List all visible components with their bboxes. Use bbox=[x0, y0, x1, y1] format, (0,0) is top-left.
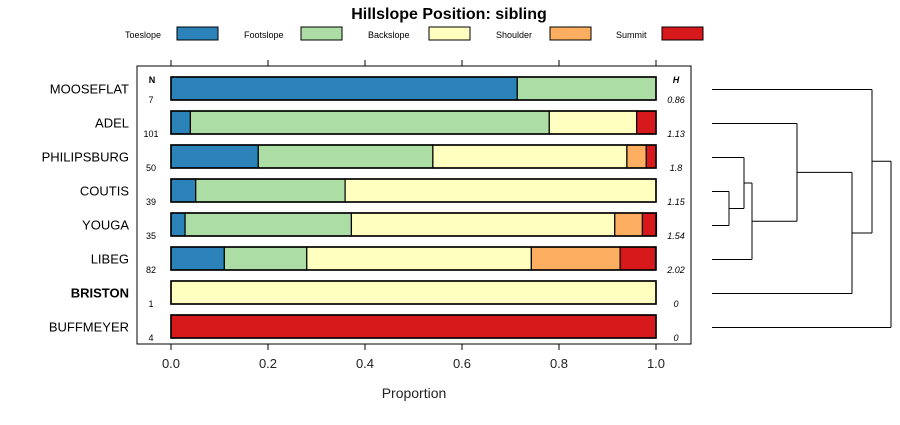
bar-segment-youga-shoulder bbox=[614, 212, 644, 237]
x-tick-label: 0.0 bbox=[162, 356, 180, 371]
bar-segment-youga-summit bbox=[641, 212, 658, 237]
legend-swatch-shoulder bbox=[549, 26, 592, 41]
n-value-adel: 101 bbox=[143, 129, 158, 139]
bar-segment-coutis-footslope bbox=[195, 178, 346, 203]
legend-swatch-toeslope bbox=[176, 26, 219, 41]
bar-segment-youga-backslope bbox=[350, 212, 616, 237]
row-label-libeg: LIBEG bbox=[91, 252, 129, 267]
h-value-mooseflat: 0.86 bbox=[667, 95, 685, 105]
x-tick-label: 0.2 bbox=[259, 356, 277, 371]
bar-outline-coutis bbox=[170, 178, 657, 203]
n-value-briston: 1 bbox=[148, 299, 153, 309]
h-value-adel: 1.13 bbox=[667, 129, 685, 139]
bar-rows: MOOSEFLAT 7 0.86 ADEL 101 1.13 PHILIPSBURG 50 1.… bbox=[42, 76, 686, 343]
legend-label-summit: Summit bbox=[616, 30, 647, 40]
bar-outline-libeg bbox=[170, 246, 657, 271]
h-value-coutis: 1.15 bbox=[667, 197, 686, 207]
bar-segment-philipsburg-backslope bbox=[432, 144, 628, 169]
chart-title: Hillslope Position: sibling bbox=[351, 6, 547, 23]
bar-segment-libeg-summit bbox=[619, 246, 657, 271]
h-value-libeg: 2.02 bbox=[666, 265, 685, 275]
h-value-youga: 1.54 bbox=[667, 231, 685, 241]
n-value-libeg: 82 bbox=[146, 265, 156, 275]
bar-segment-youga-toeslope bbox=[170, 212, 186, 237]
x-axis-label: Proportion bbox=[382, 385, 447, 401]
legend-swatch-summit bbox=[661, 26, 704, 41]
legend-label-toeslope: Toeslope bbox=[125, 30, 161, 40]
legend: Toeslope Footslope Backslope Shoulder Summit bbox=[125, 26, 704, 41]
bar-segment-libeg-toeslope bbox=[170, 246, 225, 271]
h-column-header: H bbox=[673, 75, 680, 85]
n-column-header: N bbox=[149, 75, 156, 85]
legend-swatch-backslope bbox=[428, 26, 471, 41]
bar-segment-mooseflat-footslope bbox=[516, 76, 657, 101]
row-label-mooseflat: MOOSEFLAT bbox=[50, 82, 129, 97]
row-label-buffmeyer: BUFFMEYER bbox=[49, 320, 129, 335]
bar-outline-adel bbox=[170, 110, 657, 135]
bar-segment-briston-backslope bbox=[170, 280, 657, 305]
plot-frame bbox=[136, 65, 692, 345]
bar-segment-adel-toeslope bbox=[170, 110, 191, 135]
bar-outline-philipsburg bbox=[170, 144, 657, 169]
row-label-briston: BRISTON bbox=[71, 286, 129, 301]
n-value-coutis: 39 bbox=[146, 197, 156, 207]
n-value-buffmeyer: 4 bbox=[148, 333, 153, 343]
bar-segment-philipsburg-footslope bbox=[257, 144, 434, 169]
bar-outline-mooseflat bbox=[170, 76, 657, 101]
h-value-buffmeyer: 0 bbox=[673, 333, 678, 343]
bar-segment-libeg-backslope bbox=[306, 246, 532, 271]
h-value-briston: 0 bbox=[673, 299, 678, 309]
bar-segment-adel-summit bbox=[635, 110, 657, 135]
bar-segment-buffmeyer-summit bbox=[170, 314, 657, 339]
h-value-philipsburg: 1.8 bbox=[670, 163, 683, 173]
x-tick-label: 1.0 bbox=[647, 356, 665, 371]
bar-segment-youga-footslope bbox=[184, 212, 353, 237]
x-axis: 0.0 0.2 0.4 0.6 0.8 1.0 bbox=[162, 60, 665, 371]
bar-segment-coutis-backslope bbox=[344, 178, 657, 203]
bar-segment-libeg-shoulder bbox=[530, 246, 621, 271]
row-label-coutis: COUTIS bbox=[80, 184, 129, 199]
legend-label-backslope: Backslope bbox=[368, 30, 410, 40]
legend-label-footslope: Footslope bbox=[244, 30, 284, 40]
bar-segment-coutis-toeslope bbox=[170, 178, 197, 203]
bar-segment-mooseflat-toeslope bbox=[170, 76, 518, 101]
bar-segment-adel-backslope bbox=[548, 110, 638, 135]
row-label-philipsburg: PHILIPSBURG bbox=[42, 150, 129, 165]
n-value-philipsburg: 50 bbox=[146, 163, 156, 173]
x-tick-label: 0.8 bbox=[550, 356, 568, 371]
dendrogram bbox=[712, 89, 892, 328]
bar-segment-adel-footslope bbox=[189, 110, 550, 135]
n-value-youga: 35 bbox=[146, 231, 156, 241]
x-tick-label: 0.4 bbox=[356, 356, 374, 371]
n-value-mooseflat: 7 bbox=[148, 95, 153, 105]
bar-segment-philipsburg-toeslope bbox=[170, 144, 259, 169]
bar-outline-buffmeyer bbox=[170, 314, 657, 339]
row-label-youga: YOUGA bbox=[82, 218, 129, 233]
bar-outline-youga bbox=[170, 212, 657, 237]
bar-segment-libeg-footslope bbox=[223, 246, 308, 271]
legend-swatch-footslope bbox=[300, 26, 343, 41]
row-label-adel: ADEL bbox=[95, 116, 129, 131]
legend-label-shoulder: Shoulder bbox=[496, 30, 532, 40]
x-tick-label: 0.6 bbox=[453, 356, 471, 371]
bar-segment-philipsburg-summit bbox=[645, 144, 657, 169]
bar-segment-philipsburg-shoulder bbox=[626, 144, 647, 169]
bar-outline-briston bbox=[170, 280, 657, 305]
